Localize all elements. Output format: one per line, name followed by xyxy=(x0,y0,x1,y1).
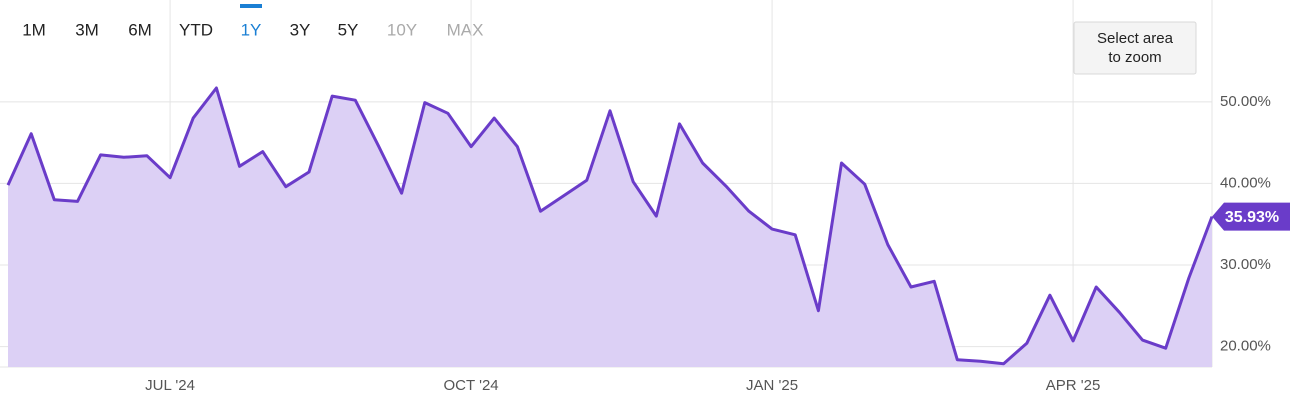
range-button[interactable]: 6M xyxy=(128,20,152,39)
value-badge xyxy=(1212,202,1290,231)
range-button[interactable]: YTD xyxy=(179,20,213,39)
zoom-text: to zoom xyxy=(1108,49,1161,66)
line xyxy=(6,86,1214,366)
range-button: 10Y xyxy=(387,20,417,39)
range-toolbar: 1M 3M 6M YTD 1Y 3Y 5Y 10Y MAX xyxy=(22,4,483,39)
y-tick-label: 50.00% xyxy=(1220,93,1271,110)
x-tick-label: APR '25 xyxy=(1046,377,1101,394)
plot: 35.93% xyxy=(6,86,1290,367)
range-button[interactable]: 3M xyxy=(75,20,99,39)
range-button[interactable]: 5Y xyxy=(338,20,359,39)
range-button[interactable]: 1M xyxy=(22,20,46,39)
zoom-text: Select area xyxy=(1097,30,1174,47)
zoom-button[interactable]: Select area to zoom xyxy=(1073,21,1197,75)
x-tick-label: OCT '24 xyxy=(444,377,499,394)
value-label: 35.93% xyxy=(1225,209,1279,226)
y-tick-label: 40.00% xyxy=(1220,174,1271,191)
range-button[interactable]: 3Y xyxy=(290,20,311,39)
y-tick-label: 20.00% xyxy=(1220,338,1271,355)
x-tick-label: JAN '25 xyxy=(746,377,798,394)
active-indicator xyxy=(240,4,262,8)
zoom-button-box[interactable] xyxy=(1073,21,1197,75)
x-tick-label: JUL '24 xyxy=(145,377,195,394)
range-button: MAX xyxy=(447,20,484,39)
range-button[interactable]: 1Y xyxy=(241,20,262,39)
y-tick-label: 30.00% xyxy=(1220,256,1271,273)
area-fill xyxy=(8,88,1212,367)
